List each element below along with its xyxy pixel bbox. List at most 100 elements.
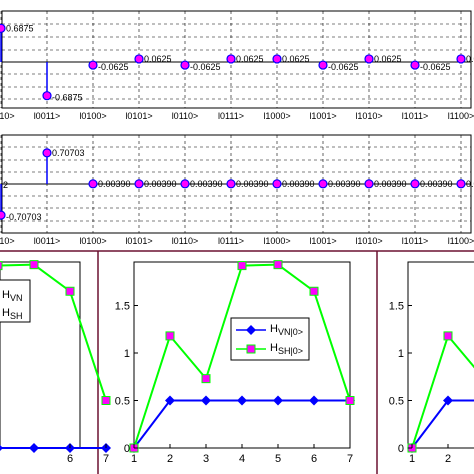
- y-tick-label: 0: [398, 443, 404, 455]
- x-tick-label: 1: [131, 453, 137, 465]
- bottom-center-ticks: 1 2 3 4 5 6 7 0 0.5 1 1.5: [115, 301, 353, 466]
- bottom-right-ticks: 1 2 0 0.5 1 1.5: [389, 301, 451, 466]
- x-tick-label: l1001>: [309, 236, 336, 246]
- data-label: 0.00390: [98, 179, 131, 189]
- y-tick-label: 1.5: [389, 301, 404, 313]
- stem-marker: [134, 179, 144, 189]
- stem-marker: [410, 179, 420, 189]
- bottom-center-legend-box: [230, 317, 310, 361]
- x-tick-label: 6: [67, 453, 73, 465]
- middle-x-ticks: l0010> l0011> l0100> l0101> l0110> l0111> l100…: [0, 236, 474, 246]
- x-tick-label: l0111>: [218, 236, 244, 246]
- data-label: -0.70703: [6, 212, 42, 222]
- y-tick-label: 1: [398, 348, 404, 360]
- stem-marker: [456, 54, 466, 64]
- data-point: [165, 395, 175, 406]
- data-label: 0.70703: [52, 148, 85, 158]
- data-label: 0.00390: [374, 179, 407, 189]
- data-label: 0.0625: [236, 54, 264, 64]
- data-label: 0.00390: [282, 179, 315, 189]
- data-point: [309, 395, 319, 406]
- data-label: 0.00390: [144, 179, 177, 189]
- data-point: [237, 261, 247, 271]
- series-line: [411, 333, 474, 449]
- y-tick-label: 1: [124, 348, 130, 360]
- data-point: [101, 396, 111, 405]
- x-tick-label: 6: [311, 453, 317, 465]
- y-tick-label: 0.5: [389, 396, 404, 408]
- bottom-right-plot: [407, 331, 474, 453]
- data-label: 0.0625: [144, 54, 172, 64]
- x-tick-label: 2: [445, 453, 451, 465]
- data-label: 0.00390: [328, 179, 361, 189]
- middle-edge-tick: 2: [3, 180, 8, 190]
- x-tick-label: l1100>: [448, 236, 474, 246]
- data-label: -0.0625: [190, 62, 221, 72]
- data-point: [345, 396, 355, 405]
- x-tick-label: l0101>: [125, 236, 152, 246]
- stem-marker: [318, 60, 328, 70]
- data-point: [201, 374, 211, 384]
- x-tick-label: l0010>: [0, 236, 15, 246]
- bottom-left-legend-entry: HVN: [2, 289, 22, 303]
- x-tick-label: 7: [103, 453, 109, 465]
- x-tick-label: l0110>: [172, 111, 199, 121]
- stem-marker: [272, 54, 282, 64]
- bottom-center-panel: 1 2 3 4 5 6 7 0 0.5 1 1.5 HVN|0> HSH|0>: [115, 260, 355, 466]
- data-label: -0.0625: [328, 62, 359, 72]
- x-tick-label: l1001>: [309, 111, 336, 121]
- data-point: [0, 445, 3, 451]
- x-tick-label: 1: [409, 453, 415, 465]
- stem-marker: [456, 179, 466, 189]
- x-tick-label: l0111>: [218, 111, 244, 121]
- stem-marker: [0, 23, 6, 33]
- stem-marker: [42, 148, 52, 158]
- stem-marker: [88, 60, 98, 70]
- x-tick-label: l0110>: [172, 236, 199, 246]
- x-tick-label: l0010>: [0, 111, 15, 121]
- stem-marker: [180, 179, 190, 189]
- data-point: [65, 286, 75, 296]
- bottom-center-legend-entry: HVN|0>: [270, 323, 303, 337]
- stem-marker: [410, 60, 420, 70]
- x-tick-label: l1100>: [448, 111, 474, 121]
- stem-marker: [42, 91, 52, 101]
- x-tick-label: l1010>: [355, 111, 382, 121]
- data-label: 0.00390: [420, 179, 453, 189]
- x-tick-label: l0100>: [79, 111, 106, 121]
- x-tick-label: l1010>: [355, 236, 382, 246]
- stem-marker: [272, 179, 282, 189]
- bottom-center-plot: [129, 260, 355, 453]
- y-tick-label: 0: [124, 443, 130, 455]
- x-tick-label: l0011>: [34, 111, 61, 121]
- y-tick-label: 0.5: [115, 396, 130, 408]
- stem-marker: [364, 179, 374, 189]
- data-point: [237, 395, 247, 406]
- data-point: [201, 395, 211, 406]
- x-tick-label: 3: [203, 453, 209, 465]
- data-point: [29, 260, 39, 270]
- bottom-center-legend: HVN|0> HSH|0>: [230, 317, 310, 361]
- data-point: [273, 395, 283, 406]
- stem-marker: [318, 179, 328, 189]
- x-tick-label: l1000>: [263, 236, 290, 246]
- data-point: [0, 261, 3, 271]
- data-point: [273, 260, 283, 270]
- data-label: 0.00390: [190, 179, 223, 189]
- data-label: 0.0625: [466, 54, 474, 64]
- top-stem-panel: 0.6875 -0.6875 -0.0625 0.0625 -0.0625 0.0625 0…: [0, 10, 474, 121]
- stem-marker: [226, 179, 236, 189]
- top-axes-frame: [1, 10, 472, 109]
- data-label: -0.6875: [52, 93, 83, 103]
- x-tick-label: l1011>: [402, 236, 429, 246]
- series-line: [411, 399, 474, 449]
- data-point: [29, 443, 39, 453]
- middle-stem-panel: 2 -0.70703 0.70703 0.00390 0.00390 0.00390 0.…: [0, 134, 474, 246]
- data-point: [165, 331, 175, 341]
- y-tick-label: 1.5: [115, 301, 130, 313]
- stem-marker: [226, 54, 236, 64]
- x-tick-label: l1011>: [402, 111, 429, 121]
- stem-marker: [364, 54, 374, 64]
- top-stems: 0.6875 -0.6875 -0.0625 0.0625 -0.0625 0.0625 0…: [0, 23, 474, 103]
